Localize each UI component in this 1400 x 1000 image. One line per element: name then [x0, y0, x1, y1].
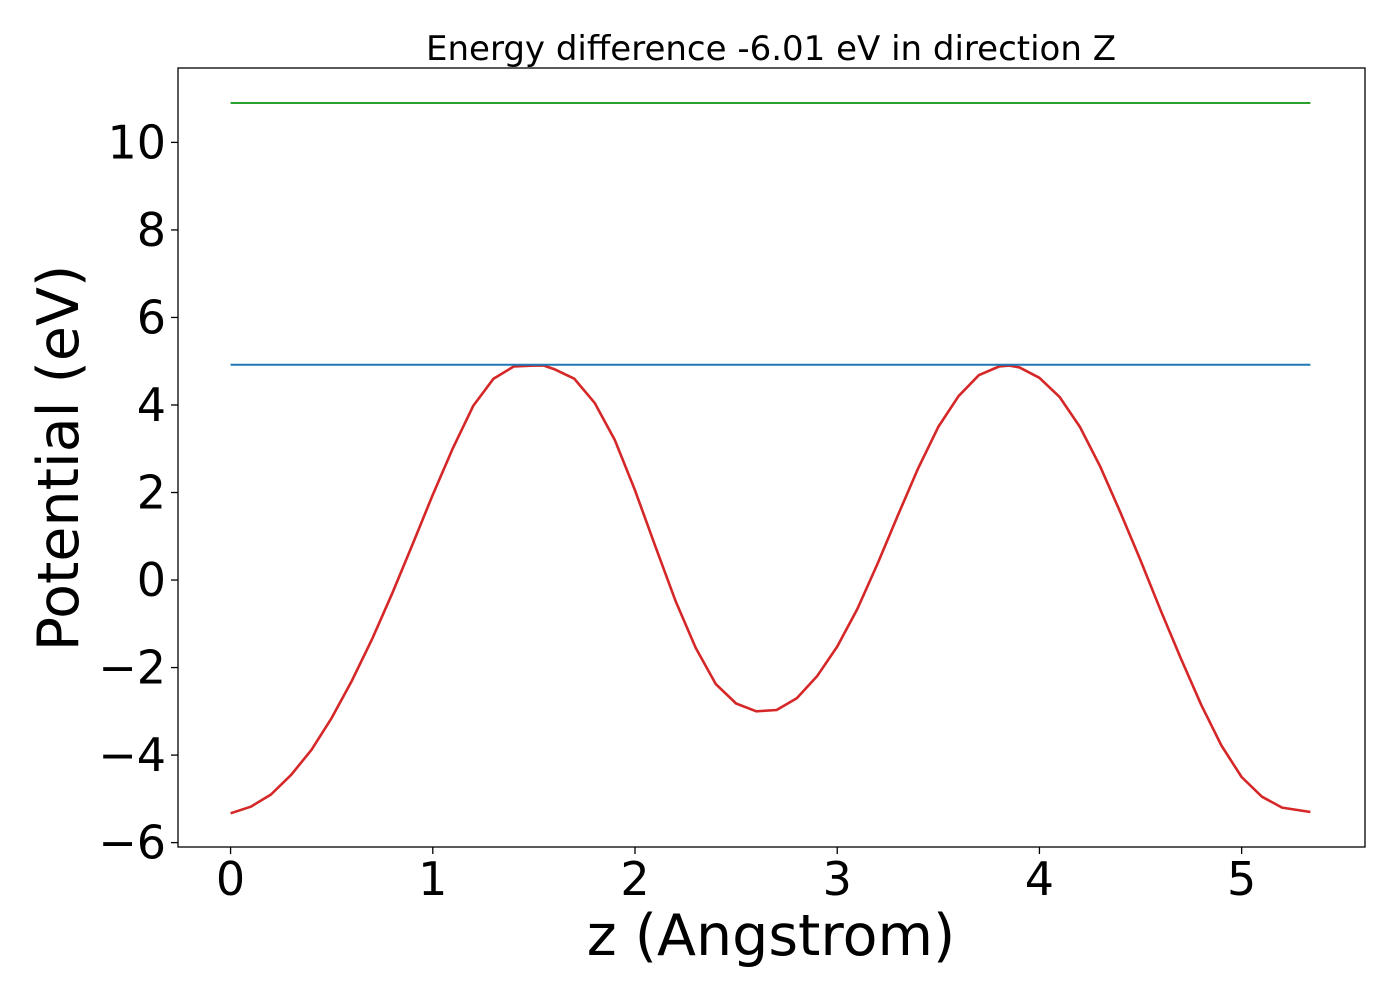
- y-tick-label: −2: [98, 641, 166, 695]
- y-axis: −6 −4 −2 0 2 4 6 8 10: [98, 115, 178, 870]
- y-tick-label: −4: [98, 728, 166, 782]
- y-tick-label: 10: [107, 115, 166, 169]
- series-layer: [230, 102, 1311, 815]
- x-axis-label: z (Angstrom): [587, 903, 955, 969]
- y-tick-label: 8: [137, 203, 166, 257]
- x-tick-label: 5: [1227, 852, 1256, 906]
- y-tick-label: 4: [137, 378, 166, 432]
- x-axis: 0 1 2 3 4 5: [216, 847, 1256, 906]
- x-tick-label: 0: [216, 852, 245, 906]
- y-axis-label: Potential (eV): [26, 265, 92, 651]
- series-line-1: [230, 364, 1311, 815]
- chart-title: Energy difference -6.01 eV in direction …: [426, 29, 1116, 69]
- y-tick-label: 2: [137, 466, 166, 520]
- plot-frame: [177, 67, 1366, 848]
- y-tick-label: 6: [137, 290, 166, 344]
- x-tick-label: 4: [1025, 852, 1054, 906]
- x-tick-label: 3: [823, 852, 852, 906]
- x-tick-label: 1: [418, 852, 447, 906]
- y-tick-label: 0: [137, 553, 166, 607]
- x-tick-label: 2: [620, 852, 649, 906]
- y-tick-label: −6: [98, 816, 166, 870]
